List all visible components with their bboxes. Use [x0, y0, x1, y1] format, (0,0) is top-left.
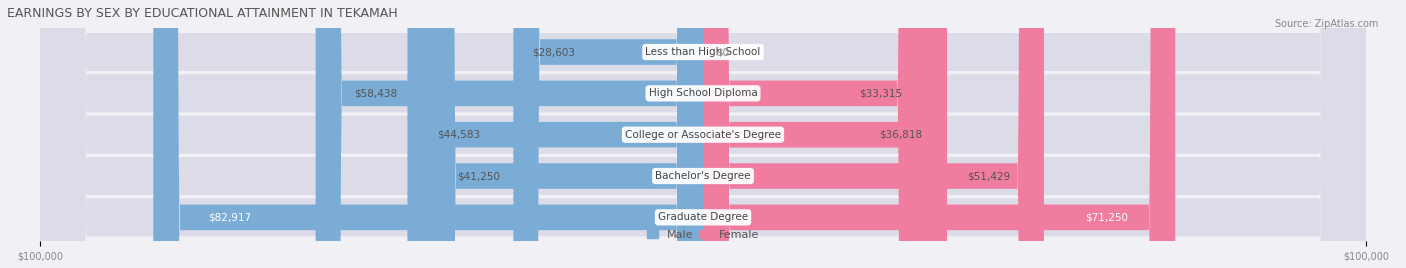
Text: $58,438: $58,438	[354, 88, 398, 98]
Text: $33,315: $33,315	[859, 88, 901, 98]
Text: $0: $0	[716, 47, 730, 57]
Text: $41,250: $41,250	[457, 171, 501, 181]
Text: Source: ZipAtlas.com: Source: ZipAtlas.com	[1274, 19, 1378, 29]
FancyBboxPatch shape	[41, 0, 1365, 268]
FancyBboxPatch shape	[41, 0, 1365, 268]
FancyBboxPatch shape	[703, 0, 1175, 268]
FancyBboxPatch shape	[153, 0, 703, 268]
Text: $71,250: $71,250	[1085, 212, 1128, 222]
FancyBboxPatch shape	[703, 0, 1043, 268]
Text: $51,429: $51,429	[967, 171, 1010, 181]
FancyBboxPatch shape	[408, 0, 703, 268]
Text: $28,603: $28,603	[533, 47, 575, 57]
Text: High School Diploma: High School Diploma	[648, 88, 758, 98]
Text: $44,583: $44,583	[437, 130, 479, 140]
Legend: Male, Female: Male, Female	[643, 225, 763, 244]
Text: $36,818: $36,818	[880, 130, 922, 140]
FancyBboxPatch shape	[315, 0, 703, 268]
FancyBboxPatch shape	[41, 0, 1365, 268]
Text: College or Associate's Degree: College or Associate's Degree	[626, 130, 780, 140]
Text: EARNINGS BY SEX BY EDUCATIONAL ATTAINMENT IN TEKAMAH: EARNINGS BY SEX BY EDUCATIONAL ATTAINMEN…	[7, 7, 398, 20]
FancyBboxPatch shape	[41, 0, 1365, 268]
FancyBboxPatch shape	[41, 0, 1365, 268]
FancyBboxPatch shape	[703, 0, 948, 268]
Text: $82,917: $82,917	[208, 212, 252, 222]
FancyBboxPatch shape	[430, 0, 703, 268]
Text: Less than High School: Less than High School	[645, 47, 761, 57]
FancyBboxPatch shape	[513, 0, 703, 268]
Text: Bachelor's Degree: Bachelor's Degree	[655, 171, 751, 181]
Text: Graduate Degree: Graduate Degree	[658, 212, 748, 222]
FancyBboxPatch shape	[703, 0, 924, 268]
